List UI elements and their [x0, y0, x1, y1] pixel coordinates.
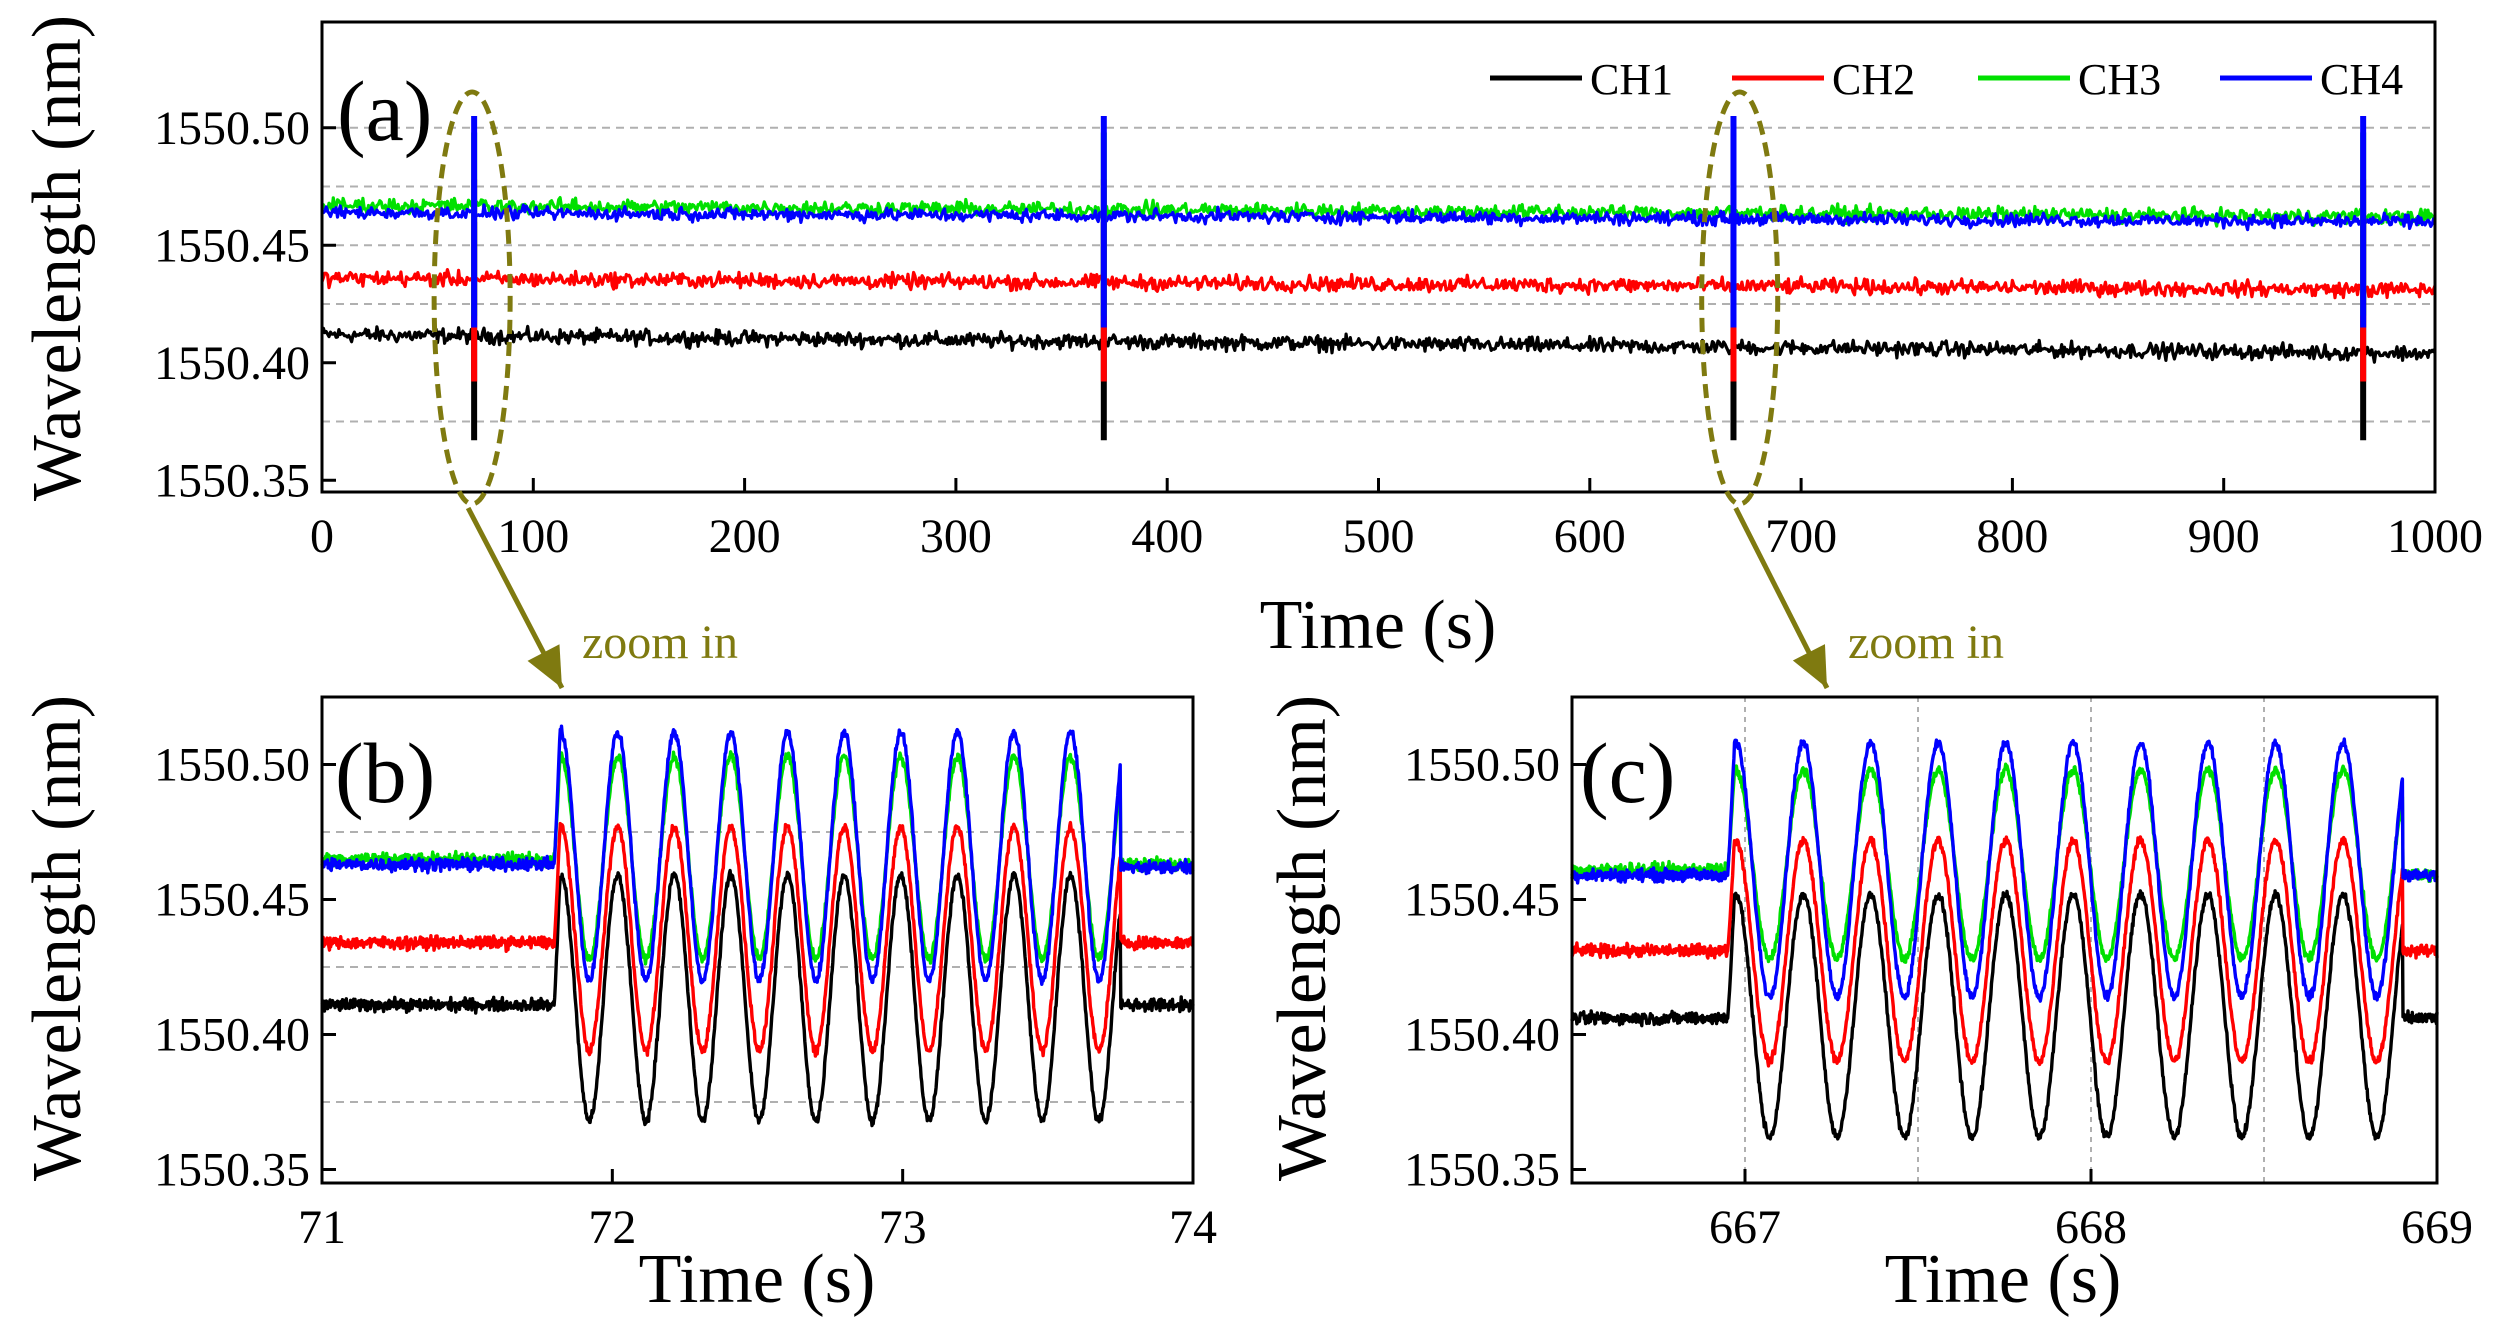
- panel-a-ytick-label: 1550.35: [154, 454, 310, 507]
- panel-b-xtick-label: 73: [879, 1201, 927, 1254]
- series-line-ch1: [1570, 889, 2439, 1142]
- series-line-ch1: [320, 324, 2437, 364]
- panel-a-ticks: 0 100 200 300 400 500 600 700 800 900 1000 1550.35 1…: [154, 102, 2483, 563]
- panel-b-gridlines: [322, 831, 1193, 1103]
- panel-a: 0 100 200 300 400 500 600 700 800 900 1000 1550.35 1…: [19, 15, 2483, 690]
- panel-a-xtick-label: 200: [709, 510, 781, 563]
- panel-c-ytick-label: 1550.40: [1404, 1009, 1560, 1062]
- series-line-ch3: [1570, 762, 2439, 964]
- panel-a-label: (a): [337, 63, 432, 159]
- panel-b-xlabel: Time (s): [639, 1241, 876, 1318]
- panel-a-xtick-label: 1000: [2387, 510, 2483, 563]
- panel-a-xtick-label: 400: [1131, 510, 1203, 563]
- panel-a-ytick-label: 1550.45: [154, 219, 310, 272]
- series-line-ch2: [320, 268, 2437, 300]
- panel-b-xtick-label: 71: [298, 1201, 346, 1254]
- panel-b-ytick-label: 1550.45: [154, 874, 310, 927]
- panel-c-xlabel: Time (s): [1885, 1241, 2122, 1318]
- legend-label-ch2: CH2: [1832, 55, 1915, 104]
- series-line-ch3: [320, 196, 2437, 228]
- series-line-ch2: [320, 820, 1195, 1058]
- panel-a-annotations: zoom in zoom in: [431, 89, 2004, 690]
- panel-c-ytick-label: 1550.45: [1404, 874, 1560, 927]
- zoom-in-label: zoom in: [1848, 616, 2004, 669]
- series-line-ch2: [1570, 835, 2439, 1068]
- legend-label-ch3: CH3: [2078, 55, 2161, 104]
- legend-label-ch1: CH1: [1590, 55, 1673, 104]
- legend-label-ch4: CH4: [2320, 55, 2403, 104]
- panel-c-frame: [1570, 695, 2439, 1185]
- panel-a-xtick-label: 900: [2188, 510, 2260, 563]
- panel-a-xtick-label: 500: [1343, 510, 1415, 563]
- panel-b-label: (b): [335, 725, 435, 821]
- panel-c: 667 668 669 1550.35 1550.40 1550.45 1550.50 (c…: [1264, 695, 2473, 1318]
- panel-a-gridlines: [322, 126, 2435, 423]
- panel-a-legend: CH1 CH2 CH3 CH4: [1490, 55, 2403, 104]
- panel-a-xlabel: Time (s): [1260, 587, 1497, 664]
- series-line-ch1: [320, 868, 1195, 1128]
- panel-b-ytick-label: 1550.40: [154, 1009, 310, 1062]
- series-line-ch4: [320, 724, 1195, 986]
- panel-a-xtick-label: 0: [310, 510, 334, 563]
- zoom-ellipse: [1699, 89, 1781, 507]
- panel-a-ytick-label: 1550.40: [154, 337, 310, 390]
- panel-b: 71 72 73 74 1550.35 1550.40 1550.45 1550.50 (b)…: [19, 695, 1217, 1318]
- zoom-arrow-head: [1792, 644, 1827, 688]
- panel-a-series: [320, 116, 2437, 441]
- panel-b-ytick-label: 1550.35: [154, 1144, 310, 1197]
- panel-b-xtick-label: 74: [1169, 1201, 1217, 1254]
- panel-a-xtick-label: 600: [1554, 510, 1626, 563]
- panel-a-ytick-label: 1550.50: [154, 102, 310, 155]
- panel-b-series: [320, 724, 1195, 1128]
- panel-c-xtick-label: 668: [2055, 1201, 2127, 1254]
- panel-a-xtick-label: 100: [497, 510, 569, 563]
- panel-c-label: (c): [1580, 725, 1675, 821]
- panel-b-xtick-label: 72: [588, 1201, 636, 1254]
- zoom-in-label: zoom in: [582, 616, 738, 669]
- panel-a-xtick-label: 300: [920, 510, 992, 563]
- series-line-ch3: [320, 750, 1195, 966]
- panel-a-ylabel: Wavelength (nm): [19, 15, 96, 501]
- panel-c-xtick-label: 667: [1709, 1201, 1781, 1254]
- series-line-ch4: [1570, 737, 2439, 1003]
- panel-c-xtick-label: 669: [2401, 1201, 2473, 1254]
- panel-c-ytick-label: 1550.35: [1404, 1144, 1560, 1197]
- panel-c-ticks: 667 668 669 1550.35 1550.40 1550.45 1550.50: [1404, 739, 2473, 1255]
- panel-a-xtick-label: 700: [1765, 510, 1837, 563]
- zoom-arrow-head: [527, 644, 562, 688]
- zoom-ellipse: [431, 89, 513, 507]
- panel-b-frame: [320, 695, 1195, 1185]
- panel-c-series: [1570, 737, 2439, 1142]
- panel-c-ytick-label: 1550.50: [1404, 739, 1560, 792]
- panel-b-ylabel: Wavelength (nm): [19, 695, 96, 1181]
- series-line-ch4: [321, 203, 2437, 232]
- panel-a-xtick-label: 800: [1976, 510, 2048, 563]
- panel-b-ticks: 71 72 73 74 1550.35 1550.40 1550.45 1550.50: [154, 739, 1217, 1255]
- panel-b-ytick-label: 1550.50: [154, 739, 310, 792]
- panel-c-ylabel: Wavelength (nm): [1264, 695, 1341, 1181]
